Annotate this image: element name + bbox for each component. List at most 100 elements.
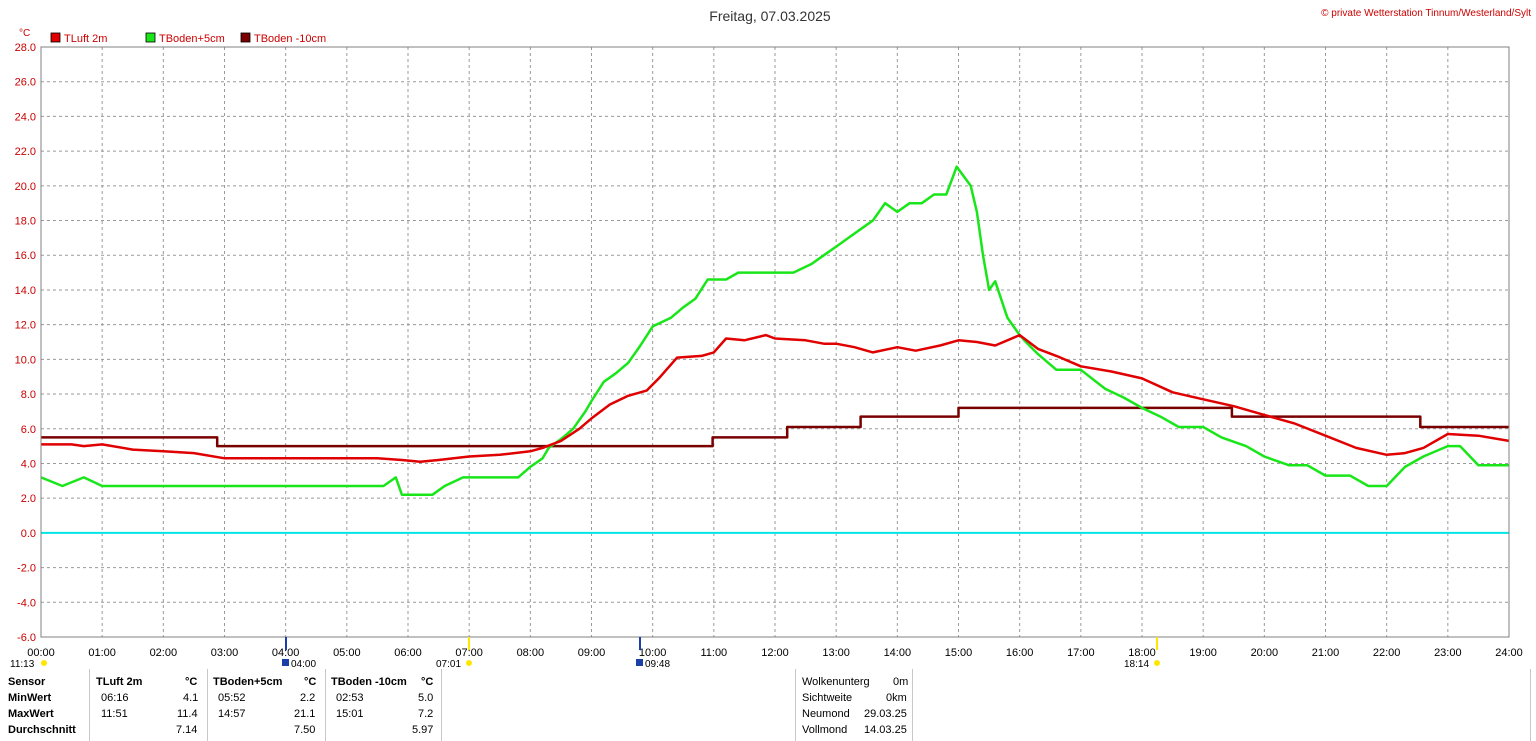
y-tick-label: -2.0: [17, 563, 36, 575]
separator-2: [207, 669, 208, 741]
stats-max-tb5-val: 21.1: [294, 708, 316, 720]
stats-header-tboden5: TBoden+5cm: [213, 676, 283, 688]
x-tick-label: 13:00: [822, 647, 850, 659]
series-line-tboden10: [41, 406, 1509, 448]
legend-label-tboden10: TBoden -10cm: [254, 33, 326, 45]
x-tick-label: 00:00: [27, 647, 55, 659]
plot-frame: [40, 46, 1510, 638]
stats-min-tluft-val: 4.1: [183, 692, 199, 704]
y-tick-label: -4.0: [17, 597, 36, 609]
legend: TLuft 2m TBoden+5cm TBoden -10cm: [50, 32, 326, 45]
x-tick-label: 11:00: [700, 647, 727, 659]
moonset-time: 11:13: [10, 659, 35, 670]
y-tick-label: 28.0: [15, 42, 36, 54]
x-tick-label: 01:00: [88, 647, 116, 659]
grid: [40, 46, 1510, 638]
stats-header-unit2: °C: [304, 676, 317, 688]
x-tick-label: 06:00: [394, 647, 422, 659]
separator-3: [325, 669, 326, 741]
x-tick-label: 19:00: [1189, 647, 1217, 659]
series-line-tluft: [41, 333, 1510, 463]
legend-swatch-tluft: [50, 32, 61, 43]
stats-avg-tluft-val: 7.14: [176, 724, 198, 736]
separator-5: [795, 669, 796, 741]
x-tick-label: 20:00: [1251, 647, 1279, 659]
x-tick-label: 05:00: [333, 647, 361, 659]
separator-7: [1530, 669, 1531, 741]
x-axis-ticks: 00:00 01:00 02:00 03:00 04:00 05:00 06:00 07:00…: [27, 647, 1523, 659]
x-tick-label: 18:00: [1128, 647, 1156, 659]
y-tick-label: 18.0: [15, 216, 36, 228]
stats-min-tluft-time: 06:16: [101, 692, 129, 704]
stats-min-label: MinWert: [8, 692, 52, 704]
y-tick-label: 4.0: [21, 458, 36, 470]
x-tick-label: 24:00: [1495, 647, 1523, 659]
copyright-text: © private Wetterstation Tinnum/Westerlan…: [1321, 8, 1531, 19]
info-newmoon-val: 29.03.25: [864, 708, 907, 720]
x-tick-label: 10:00: [639, 647, 667, 659]
info-fullmoon-label: Vollmond: [802, 724, 848, 736]
x-tick-label: 22:00: [1373, 647, 1401, 659]
y-tick-label: 12.0: [15, 320, 36, 332]
y-tick-label: 20.0: [15, 181, 36, 193]
legend-label-tluft: TLuft 2m: [64, 33, 107, 45]
separator-6: [912, 669, 913, 741]
info-cloud-val: 0m: [893, 676, 909, 688]
y-tick-label: 22.0: [15, 146, 36, 158]
sun-moon-row: 11:13 04:00 07:01 09:48 18:14: [10, 637, 1160, 670]
info-newmoon-label: Neumond: [802, 708, 850, 720]
y-tick-label: 24.0: [15, 111, 36, 123]
sunrise-time: 07:01: [436, 659, 461, 670]
stats-max-tluft-val: 11.4: [177, 708, 198, 720]
separator-4: [441, 669, 442, 741]
x-tick-label: 09:00: [578, 647, 606, 659]
sunset-time: 18:14: [1124, 659, 1149, 670]
x-tick-label: 04:00: [272, 647, 300, 659]
x-tick-label: 16:00: [1006, 647, 1034, 659]
y-tick-label: 6.0: [21, 424, 36, 436]
stats-avg-tb5-val: 7.50: [294, 724, 316, 736]
stats-max-tb10-val: 7.2: [418, 708, 434, 720]
info-vis-label: Sichtweite: [802, 692, 853, 704]
moonrise-time: 04:00: [291, 659, 316, 670]
y-tick-label: 2.0: [21, 493, 36, 505]
y-tick-label: 10.0: [15, 354, 36, 366]
moon-event-time: 09:48: [645, 659, 670, 670]
x-tick-label: 02:00: [150, 647, 178, 659]
stats-max-label: MaxWert: [8, 708, 54, 720]
info-cloud-label: Wolkenunterg: [802, 676, 870, 688]
stats-min-tb10-val: 5.0: [418, 692, 434, 704]
moonrise-icon: [282, 659, 289, 666]
legend-swatch-tboden10: [240, 32, 251, 43]
y-tick-label: 14.0: [15, 285, 36, 297]
stats-header-tboden10: TBoden -10cm: [331, 676, 407, 688]
stats-min-tb10-time: 02:53: [336, 692, 364, 704]
legend-label-tboden5: TBoden+5cm: [159, 33, 225, 45]
stats-avg-tb10-val: 5.97: [412, 724, 434, 736]
series-line-tboden5: [40, 165, 1509, 496]
x-tick-label: 03:00: [211, 647, 239, 659]
x-tick-label: 14:00: [884, 647, 912, 659]
chart-title: Freitag, 07.03.2025: [709, 8, 831, 24]
stats-min-tb5-val: 2.2: [300, 692, 316, 704]
x-tick-label: 07:00: [455, 647, 483, 659]
moonset-sun-icon: [41, 660, 47, 666]
y-axis-ticks: 28.0 26.0 24.0 22.0 20.0 18.0 16.0 14.0 12.0 10.0…: [15, 42, 36, 644]
stats-avg-label: Durchschnitt: [8, 724, 76, 736]
stats-header-tluft: TLuft 2m: [96, 676, 143, 688]
stats-max-tb10-time: 15:01: [336, 708, 364, 720]
y-tick-label: 0.0: [21, 528, 36, 540]
x-tick-label: 21:00: [1312, 647, 1340, 659]
stats-min-tb5-time: 05:52: [218, 692, 246, 704]
stats-header-sensor: Sensor: [8, 676, 46, 688]
info-vis-val: 0km: [886, 692, 907, 704]
x-tick-label: 23:00: [1434, 647, 1462, 659]
x-tick-label: 12:00: [761, 647, 789, 659]
stats-header-unit1: °C: [185, 676, 198, 688]
x-tick-label: 08:00: [517, 647, 545, 659]
x-tick-label: 15:00: [945, 647, 973, 659]
y-tick-label: 26.0: [15, 77, 36, 89]
legend-swatch-tboden5: [145, 32, 156, 43]
series-lines: [40, 165, 1510, 534]
